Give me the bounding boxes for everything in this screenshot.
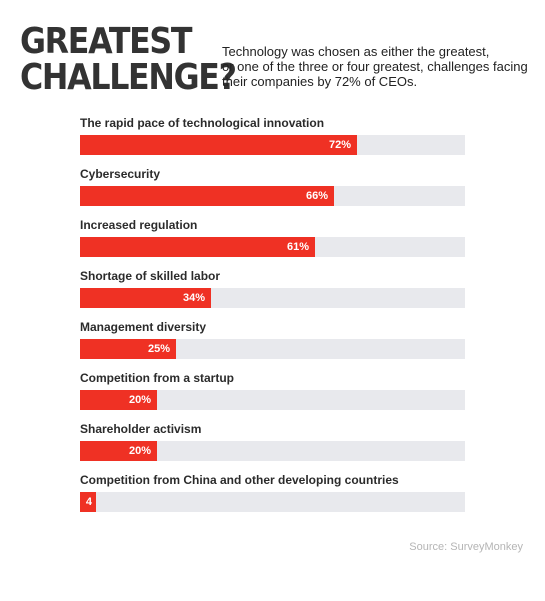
bar: 66% [80, 186, 334, 206]
bar-row: Competition from a startup 20% [80, 371, 465, 422]
bar-value-label: 61% [286, 241, 309, 253]
category-label: Cybersecurity [80, 167, 161, 181]
bar-value-label: 25% [147, 343, 170, 355]
bar-value-label: 66% [305, 190, 328, 202]
bar: 20% [80, 390, 157, 410]
subtitle-line-3: their companies by 72% of CEOs. [222, 74, 418, 89]
bar-chart: The rapid pace of technological innovati… [80, 116, 465, 524]
category-label: Increased regulation [80, 218, 198, 232]
title-line-1: GREATEST [20, 21, 193, 62]
chart-title: GREATEST CHALLENGE? [20, 21, 237, 98]
category-label: Competition from China and other develop… [80, 473, 399, 487]
bar: 25% [80, 339, 176, 359]
bar-row: Increased regulation 61% [80, 218, 465, 269]
subtitle-line-1: Technology was chosen as either the grea… [222, 44, 490, 59]
bar-track: 25% [80, 339, 465, 359]
bar-value-label: 20% [128, 445, 151, 457]
bar-row: Shortage of skilled labor 34% [80, 269, 465, 320]
bar: 4 [80, 492, 96, 512]
title-line-2: CHALLENGE? [20, 57, 237, 98]
bar-row: Management diversity 25% [80, 320, 465, 371]
bar-track: 20% [80, 390, 465, 410]
source-note: Source: SurveyMonkey [409, 541, 523, 553]
category-label: Shareholder activism [80, 422, 202, 436]
category-label: Competition from a startup [80, 371, 235, 385]
bar-track: 66% [80, 186, 465, 206]
bar-value-label: 34% [182, 292, 205, 304]
bar-track: 34% [80, 288, 465, 308]
bar: 61% [80, 237, 315, 257]
bar-value-label: 20% [128, 394, 151, 406]
subtitle-line-2: or one of the three or four greatest, ch… [222, 59, 528, 74]
category-label: Shortage of skilled labor [80, 269, 221, 283]
category-label: Management diversity [80, 320, 207, 334]
bar-track: 61% [80, 237, 465, 257]
bar: 72% [80, 135, 357, 155]
bar-track: 72% [80, 135, 465, 155]
bar: 34% [80, 288, 211, 308]
bar-value-label: 72% [328, 139, 351, 151]
chart-subtitle: Technology was chosen as either the grea… [222, 44, 528, 89]
bar-row: Cybersecurity 66% [80, 167, 465, 218]
bar-row: Shareholder activism 20% [80, 422, 465, 473]
category-label: The rapid pace of technological innovati… [80, 116, 325, 130]
bar-row: Competition from China and other develop… [80, 473, 465, 524]
bar: 20% [80, 441, 157, 461]
bar-track: 20% [80, 441, 465, 461]
bar-row: The rapid pace of technological innovati… [80, 116, 465, 167]
bar-track: 4 [80, 492, 465, 512]
bar-value-label: 4 [85, 496, 92, 508]
